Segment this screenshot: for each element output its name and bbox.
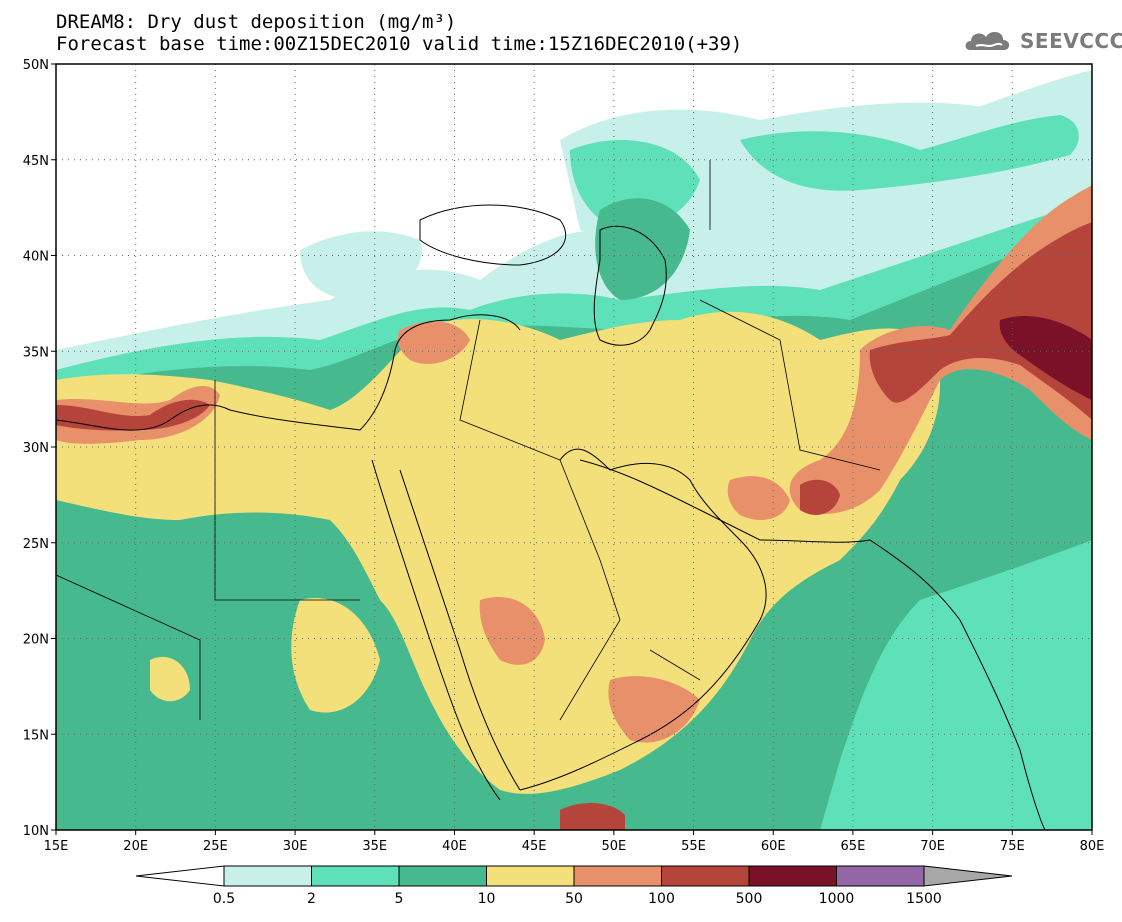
lon-tick-label: 80E xyxy=(1080,839,1105,854)
persian-gulf-coast xyxy=(579,459,871,543)
lon-tick-label: 45E xyxy=(522,839,547,854)
lon-tick-label: 40E xyxy=(442,839,467,854)
contour-50-syria xyxy=(397,321,470,364)
legend-level-label: 1500 xyxy=(906,891,942,907)
lon-tick-label: 55E xyxy=(681,839,706,854)
contour-100-pakistan xyxy=(869,222,1092,420)
axis-ticks xyxy=(51,63,1093,835)
legend-level-label: 10 xyxy=(478,891,496,907)
legend-level-label: 100 xyxy=(648,891,675,907)
legend-swatch xyxy=(223,865,312,887)
legend-level-label: 50 xyxy=(565,891,583,907)
contour-5-west-africa xyxy=(56,596,201,760)
lon-tick-label: 30E xyxy=(283,839,308,854)
cloud-icon xyxy=(965,31,1010,50)
lat-tick-label: 45N xyxy=(23,154,49,169)
arabian-peninsula-coast xyxy=(519,448,767,791)
lat-tick-label: 30N xyxy=(23,441,49,456)
legend-above-arrow xyxy=(923,865,1013,887)
legend-level-label: 500 xyxy=(736,891,763,907)
mediterranean-coast xyxy=(56,314,521,431)
legend-swatch xyxy=(836,865,925,887)
legend-swatch xyxy=(398,865,487,887)
legend-labels: 0.5 2 5 10 50 100 500 1000 1500 xyxy=(213,891,942,907)
lat-tick-label: 50N xyxy=(23,58,49,73)
map-title: DREAM8: Dry dust deposition (mg/m³) xyxy=(56,11,457,33)
contour-10 xyxy=(56,311,940,794)
lon-tick-label: 20E xyxy=(123,839,148,854)
lat-tick-label: 15N xyxy=(23,728,49,743)
legend-level-label: 1000 xyxy=(819,891,855,907)
longitude-labels: 15E 20E 25E 30E 35E 40E 45E 50E 55E 60E 65E 70E 75E 8… xyxy=(44,839,1105,854)
legend-swatch xyxy=(661,865,750,887)
boundaries xyxy=(56,160,1046,830)
latitude-labels: 50N 45N 40N 35N 30N 25N 20N 15N 10N xyxy=(23,58,49,839)
legend-swatch xyxy=(573,865,662,887)
lon-tick-label: 15E xyxy=(44,839,69,854)
seevccc-logo: SEEVCCC xyxy=(962,26,1122,56)
contour-10-sahel xyxy=(291,598,380,713)
lon-tick-label: 70E xyxy=(920,839,945,854)
red-sea-coast xyxy=(371,459,521,801)
lat-tick-label: 20N xyxy=(23,633,49,648)
legend-swatch xyxy=(486,865,575,887)
lon-tick-label: 35E xyxy=(362,839,387,854)
forecast-time-label: Forecast base time:00Z15DEC2010 valid ti… xyxy=(56,33,743,55)
lon-tick-label: 25E xyxy=(203,839,228,854)
lat-tick-label: 35N xyxy=(23,345,49,360)
caspian-sea xyxy=(593,225,667,346)
legend-swatch xyxy=(748,865,837,887)
contour-100-iran-east xyxy=(800,479,840,515)
contour-500 xyxy=(999,315,1092,400)
lat-tick-label: 40N xyxy=(23,250,49,265)
contour-100-libya xyxy=(56,399,210,431)
india-coast xyxy=(869,539,1046,830)
border-lines xyxy=(56,160,881,721)
logo-text: SEEVCCC xyxy=(1020,29,1122,53)
contour-0-5-balkan xyxy=(300,231,422,300)
legend-level-label: 5 xyxy=(395,891,404,907)
black-sea xyxy=(419,204,567,266)
legend-level-label: 0.5 xyxy=(213,891,235,907)
contour-50-saudi xyxy=(479,596,545,665)
lat-tick-label: 25N xyxy=(23,537,49,552)
contour-10-chad xyxy=(150,656,190,702)
lon-tick-label: 50E xyxy=(601,839,626,854)
legend-level-label: 2 xyxy=(307,891,316,907)
legend-below-arrow xyxy=(135,865,225,887)
contour-2-central xyxy=(740,115,1079,191)
contour-50-yemen xyxy=(608,676,700,743)
legend-colorbar xyxy=(135,865,1013,887)
contour-50-iran xyxy=(727,476,790,520)
lat-tick-label: 10N xyxy=(23,824,49,839)
lon-tick-label: 60E xyxy=(761,839,786,854)
lon-tick-label: 65E xyxy=(841,839,866,854)
contour-100-horn xyxy=(560,803,625,830)
legend-swatch xyxy=(311,865,400,887)
lon-tick-label: 75E xyxy=(1000,839,1025,854)
